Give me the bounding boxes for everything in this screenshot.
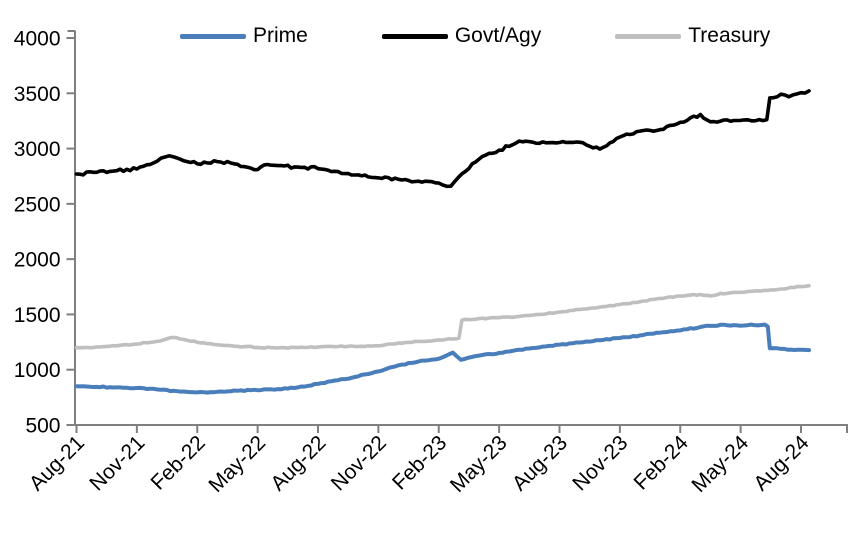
x-tick-label: May-24 xyxy=(687,431,753,497)
x-tick-label: Nov-22 xyxy=(327,431,391,495)
y-tick-label: 3000 xyxy=(14,138,61,161)
x-tick-label: Aug-22 xyxy=(266,431,330,495)
y-tick-label: 3500 xyxy=(14,83,61,106)
y-tick-label: 500 xyxy=(25,415,60,438)
x-tick-label: Nov-21 xyxy=(85,431,149,495)
y-tick-label: 2500 xyxy=(14,193,61,216)
x-tick-label: Aug-23 xyxy=(508,431,572,495)
series-line-prime xyxy=(74,322,811,395)
x-tick-label: Nov-23 xyxy=(568,431,632,495)
x-tick-label: Feb-23 xyxy=(388,431,451,494)
x-tick-label: Aug-24 xyxy=(749,431,813,495)
y-tick-label: 4000 xyxy=(14,28,61,51)
y-tick-label: 1000 xyxy=(14,359,61,382)
x-tick-label: Feb-22 xyxy=(146,431,209,494)
x-tick-label: Feb-24 xyxy=(629,431,693,495)
y-tick-label: 1500 xyxy=(14,304,61,327)
series-line-treasury xyxy=(74,283,811,350)
x-tick-label: May-23 xyxy=(446,431,512,497)
y-tick-label: 2000 xyxy=(14,249,61,272)
series-line-govt-agy xyxy=(74,89,811,189)
x-tick-label: Aug-21 xyxy=(25,431,89,495)
x-tick-label: May-22 xyxy=(204,431,270,497)
